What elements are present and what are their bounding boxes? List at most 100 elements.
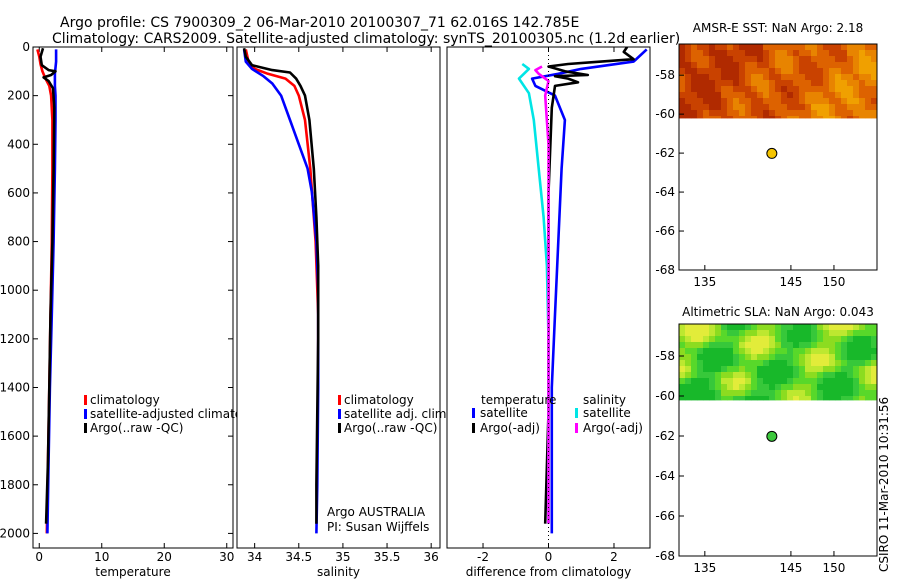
sst_map-cell <box>775 74 782 81</box>
sst_map-cell <box>865 56 872 63</box>
sst_map-cell <box>811 44 818 51</box>
sst_map-cell <box>745 116 752 119</box>
sla_map-cell <box>847 378 854 385</box>
sla_map-cell <box>715 378 722 385</box>
sla_map-cell <box>811 348 818 355</box>
sla_map-cell <box>751 348 758 355</box>
sst_map-cell <box>703 56 710 63</box>
sla_map-cell <box>775 378 782 385</box>
sla_map-cell <box>799 384 806 391</box>
sla_map-cell <box>685 336 692 343</box>
sla_map-cell <box>781 378 788 385</box>
sla_map-cell <box>793 336 800 343</box>
sst_map-cell <box>721 50 728 57</box>
sst_map-cell <box>853 116 860 119</box>
sst_map-cell <box>733 86 740 93</box>
sst_map-cell <box>865 110 872 117</box>
sst_map-cell <box>703 74 710 81</box>
sst_map-cell <box>841 44 848 51</box>
sla_map-cell <box>859 390 866 397</box>
salinity-series-group <box>242 47 320 534</box>
sst_map-cell <box>733 68 740 75</box>
sst_map-cell <box>853 110 860 117</box>
sla_map-cell <box>715 366 722 373</box>
sst_map-cell <box>769 98 776 105</box>
sst_map-cell <box>793 44 800 51</box>
sla_map-cell <box>757 348 764 355</box>
sla_map-cell <box>775 372 782 379</box>
sla_map-cell <box>871 378 878 385</box>
sst_map-cell <box>733 56 740 63</box>
sst_map-cell <box>751 68 758 75</box>
sla_map-cell <box>745 378 752 385</box>
sla_map-cell <box>811 384 818 391</box>
sst_map-cell <box>799 98 806 105</box>
sla_map-cell <box>835 372 842 379</box>
sla_map-cell <box>817 330 824 337</box>
sst_map-cell <box>865 62 872 69</box>
sst_map-cell <box>703 104 710 111</box>
sst_map-cell <box>751 86 758 93</box>
sst_map-cell <box>709 86 716 93</box>
sst_map-cell <box>739 110 746 117</box>
sst_map-cell <box>793 62 800 69</box>
sla_map-ytick-label: -58 <box>655 349 675 363</box>
sla_map-cell <box>691 396 698 401</box>
sla_map-cell <box>763 360 770 367</box>
sla_map-cell <box>817 366 824 373</box>
sla_map-cell <box>685 396 692 401</box>
sla_map-cell <box>847 360 854 367</box>
sst_map-cell <box>829 104 836 111</box>
sst_map-cell <box>811 50 818 57</box>
sst_map-cell <box>811 86 818 93</box>
sla_map-cell <box>733 396 740 401</box>
sla_map-cell <box>781 348 788 355</box>
sst_map-cell <box>805 104 812 111</box>
temperature-legend-swatch <box>84 395 87 405</box>
sst_map-cell <box>823 80 830 87</box>
sla_map-cell <box>715 390 722 397</box>
sla_map-cell <box>865 354 872 361</box>
sla_map-cell <box>697 390 704 397</box>
sla_map-cell <box>781 336 788 343</box>
sst_map-cell <box>817 56 824 63</box>
sst_map-cell <box>739 62 746 69</box>
sst_map-cell <box>721 44 728 51</box>
sst_map-cell <box>811 62 818 69</box>
sla_map-cell <box>823 390 830 397</box>
sla_map-cell <box>847 324 854 331</box>
sst_map-cell <box>823 56 830 63</box>
sst_map-cell <box>763 62 770 69</box>
sla_map-cell <box>775 384 782 391</box>
sla_map-cell <box>811 366 818 373</box>
sst_map-cell <box>769 116 776 119</box>
sla_map-cell <box>769 366 776 373</box>
sla_map-cell <box>769 336 776 343</box>
sst_map-cell <box>727 56 734 63</box>
sla_map-cell <box>865 324 872 331</box>
sst_map-cell <box>715 50 722 57</box>
sst_map-cell <box>865 86 872 93</box>
sst_map-cell <box>811 74 818 81</box>
difference-legend-label: satellite <box>583 406 631 420</box>
sla_map-ytick-label: -64 <box>655 469 675 483</box>
sst_map-cell <box>703 92 710 99</box>
sla_map-cell <box>805 366 812 373</box>
sst_map-cell <box>721 110 728 117</box>
sla_map-cell <box>769 354 776 361</box>
temperature-legend-swatch <box>84 423 87 433</box>
sla_map-cell <box>733 348 740 355</box>
sla_map-cell <box>847 384 854 391</box>
sst_map-cell <box>709 62 716 69</box>
sla_map-cell <box>811 378 818 385</box>
sst_map-cell <box>709 110 716 117</box>
sst_map-cell <box>799 68 806 75</box>
sla_map-cell <box>829 384 836 391</box>
sst_map-cell <box>799 44 806 51</box>
sst_map-cell <box>691 92 698 99</box>
sla_map-cell <box>865 342 872 349</box>
sst_map-cell <box>787 56 794 63</box>
sst_map-ytick-label: -68 <box>655 263 675 277</box>
sst_map-cell <box>781 116 788 119</box>
